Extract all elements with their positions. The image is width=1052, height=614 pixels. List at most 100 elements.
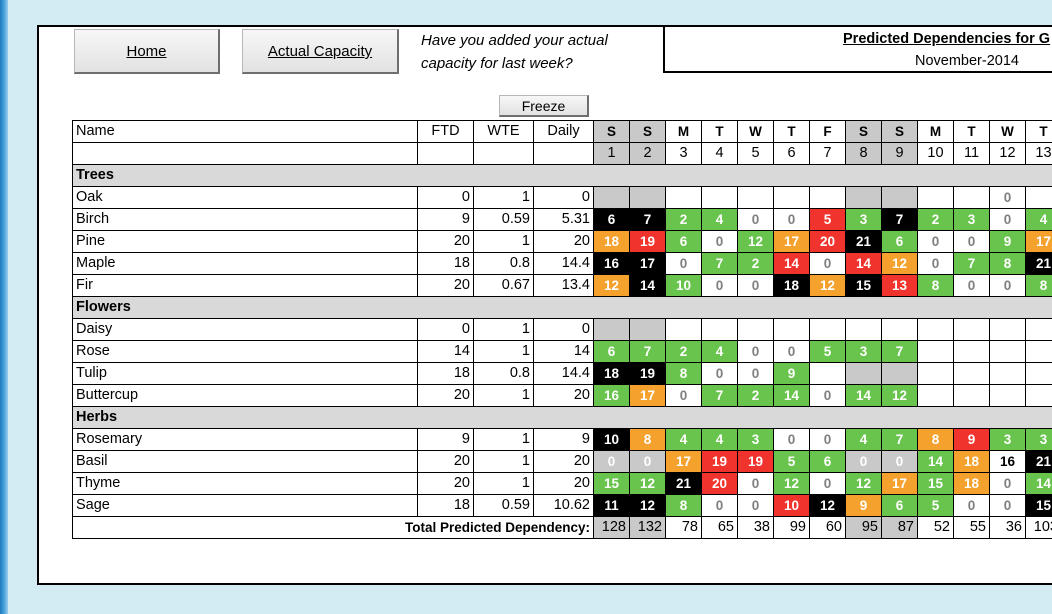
dependency-cell[interactable]: 14 <box>917 450 954 473</box>
dependency-cell[interactable]: 6 <box>593 208 630 231</box>
dependency-cell[interactable] <box>989 340 1026 363</box>
dependency-cell[interactable]: 12 <box>845 472 882 495</box>
row-wte[interactable]: 1 <box>473 472 534 495</box>
row-wte[interactable]: 1 <box>473 428 534 451</box>
dependency-cell[interactable]: 0 <box>953 494 990 517</box>
row-wte[interactable]: 1 <box>473 450 534 473</box>
dependency-cell[interactable]: 7 <box>701 384 738 407</box>
dependency-cell[interactable] <box>881 362 918 385</box>
dependency-cell[interactable]: 0 <box>917 252 954 275</box>
freeze-button[interactable]: Freeze <box>499 95 589 117</box>
dependency-cell[interactable] <box>989 362 1026 385</box>
row-name[interactable]: Basil <box>72 450 418 473</box>
dependency-cell[interactable]: 12 <box>629 494 666 517</box>
dependency-cell[interactable]: 13 <box>881 274 918 297</box>
dependency-cell[interactable] <box>629 186 666 209</box>
dependency-cell[interactable]: 15 <box>1025 494 1052 517</box>
dependency-cell[interactable]: 8 <box>665 362 702 385</box>
row-name[interactable]: Buttercup <box>72 384 418 407</box>
dependency-cell[interactable]: 3 <box>845 340 882 363</box>
dependency-cell[interactable] <box>917 362 954 385</box>
dependency-cell[interactable]: 14 <box>1025 472 1052 495</box>
row-ftd[interactable]: 18 <box>417 494 474 517</box>
dependency-cell[interactable]: 8 <box>1025 274 1052 297</box>
dependency-cell[interactable]: 16 <box>593 384 630 407</box>
row-name[interactable]: Pine <box>72 230 418 253</box>
dependency-cell[interactable]: 3 <box>845 208 882 231</box>
dependency-cell[interactable]: 0 <box>845 450 882 473</box>
dependency-cell[interactable]: 0 <box>809 384 846 407</box>
dependency-cell[interactable]: 0 <box>665 252 702 275</box>
dependency-cell[interactable]: 7 <box>953 252 990 275</box>
dependency-cell[interactable]: 10 <box>593 428 630 451</box>
dependency-cell[interactable]: 0 <box>773 208 810 231</box>
dependency-cell[interactable] <box>1025 362 1052 385</box>
row-name[interactable]: Daisy <box>72 318 418 341</box>
row-name[interactable]: Rosemary <box>72 428 418 451</box>
row-wte[interactable]: 1 <box>473 186 534 209</box>
row-name[interactable]: Birch <box>72 208 418 231</box>
dependency-cell[interactable]: 12 <box>593 274 630 297</box>
dependency-cell[interactable] <box>953 186 990 209</box>
dependency-cell[interactable]: 0 <box>665 384 702 407</box>
dependency-cell[interactable]: 12 <box>881 384 918 407</box>
row-ftd[interactable]: 0 <box>417 186 474 209</box>
dependency-cell[interactable]: 0 <box>701 274 738 297</box>
row-wte[interactable]: 1 <box>473 384 534 407</box>
dependency-cell[interactable]: 0 <box>593 450 630 473</box>
dependency-cell[interactable] <box>665 186 702 209</box>
dependency-cell[interactable]: 6 <box>881 230 918 253</box>
row-daily[interactable]: 13.4 <box>533 274 594 297</box>
dependency-cell[interactable]: 19 <box>629 362 666 385</box>
dependency-cell[interactable] <box>773 186 810 209</box>
row-daily[interactable]: 14.4 <box>533 252 594 275</box>
dependency-cell[interactable] <box>809 362 846 385</box>
dependency-cell[interactable]: 9 <box>989 230 1026 253</box>
row-daily[interactable]: 0 <box>533 186 594 209</box>
dependency-cell[interactable]: 2 <box>665 340 702 363</box>
row-daily[interactable]: 10.62 <box>533 494 594 517</box>
dependency-cell[interactable] <box>845 362 882 385</box>
dependency-cell[interactable]: 0 <box>809 472 846 495</box>
row-name[interactable]: Fir <box>72 274 418 297</box>
dependency-cell[interactable]: 3 <box>953 208 990 231</box>
dependency-cell[interactable]: 12 <box>737 230 774 253</box>
dependency-cell[interactable]: 4 <box>701 428 738 451</box>
dependency-cell[interactable]: 12 <box>809 274 846 297</box>
row-wte[interactable]: 0.59 <box>473 494 534 517</box>
row-name[interactable]: Thyme <box>72 472 418 495</box>
row-wte[interactable]: 0.59 <box>473 208 534 231</box>
row-daily[interactable]: 20 <box>533 472 594 495</box>
dependency-cell[interactable]: 14 <box>845 252 882 275</box>
dependency-cell[interactable] <box>953 362 990 385</box>
dependency-cell[interactable]: 20 <box>701 472 738 495</box>
dependency-cell[interactable]: 16 <box>593 252 630 275</box>
dependency-cell[interactable]: 9 <box>773 362 810 385</box>
row-daily[interactable]: 14 <box>533 340 594 363</box>
dependency-cell[interactable] <box>629 318 666 341</box>
dependency-cell[interactable]: 17 <box>629 252 666 275</box>
dependency-cell[interactable]: 4 <box>701 340 738 363</box>
row-ftd[interactable]: 20 <box>417 384 474 407</box>
dependency-cell[interactable]: 12 <box>773 472 810 495</box>
dependency-cell[interactable]: 5 <box>773 450 810 473</box>
dependency-cell[interactable]: 6 <box>593 340 630 363</box>
dependency-cell[interactable]: 2 <box>737 384 774 407</box>
dependency-cell[interactable]: 2 <box>665 208 702 231</box>
dependency-cell[interactable]: 0 <box>881 450 918 473</box>
dependency-cell[interactable]: 7 <box>701 252 738 275</box>
home-button[interactable]: Home <box>74 29 220 74</box>
dependency-cell[interactable] <box>701 186 738 209</box>
dependency-cell[interactable]: 4 <box>665 428 702 451</box>
dependency-cell[interactable] <box>989 318 1026 341</box>
dependency-cell[interactable]: 0 <box>737 208 774 231</box>
dependency-cell[interactable] <box>701 318 738 341</box>
dependency-cell[interactable]: 4 <box>1025 208 1052 231</box>
row-ftd[interactable]: 20 <box>417 274 474 297</box>
dependency-cell[interactable] <box>989 384 1026 407</box>
dependency-cell[interactable]: 15 <box>593 472 630 495</box>
row-ftd[interactable]: 14 <box>417 340 474 363</box>
dependency-cell[interactable]: 17 <box>665 450 702 473</box>
dependency-cell[interactable] <box>1025 384 1052 407</box>
dependency-cell[interactable] <box>881 318 918 341</box>
